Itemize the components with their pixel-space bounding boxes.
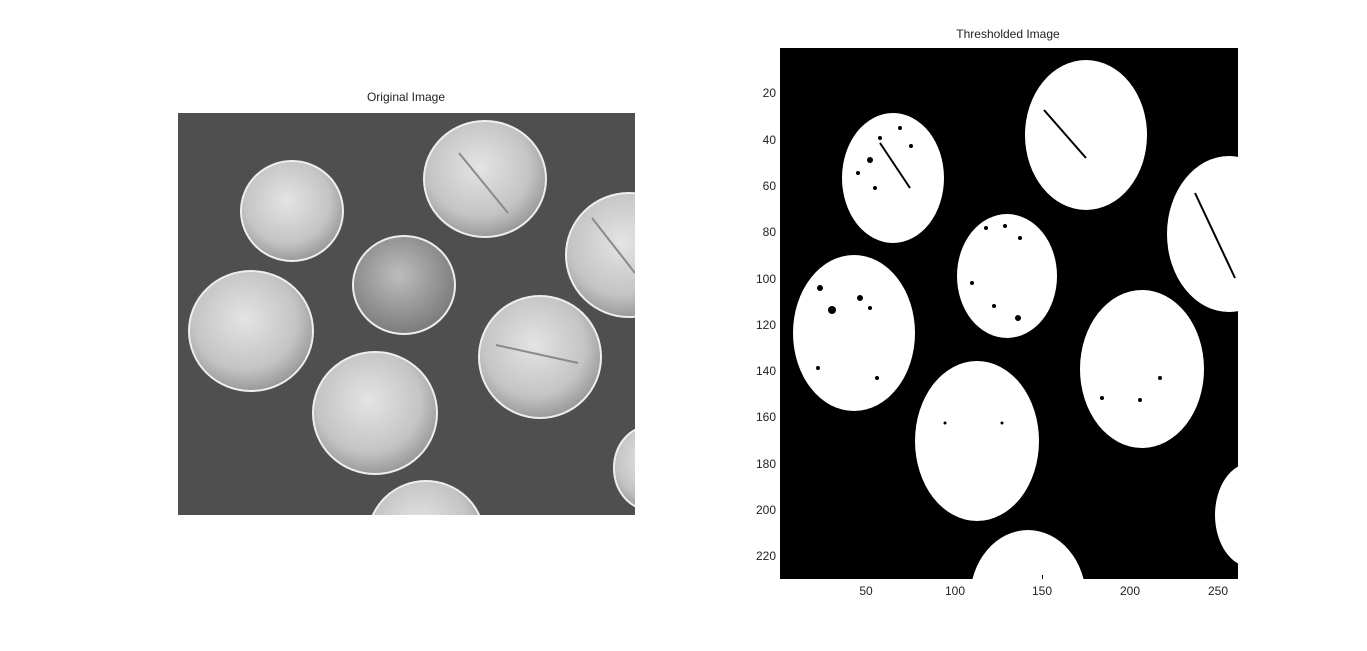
x-tick-label: 250	[1207, 584, 1229, 598]
original-image	[178, 113, 635, 515]
y-tick-mark	[780, 417, 784, 418]
y-tick-mark	[780, 510, 784, 511]
x-tick-mark	[1042, 575, 1043, 579]
x-tick-mark	[1218, 575, 1219, 579]
y-tick-mark	[780, 556, 784, 557]
original-image-title: Original Image	[366, 90, 446, 104]
thresholded-image	[780, 48, 1238, 579]
y-tick-label: 140	[755, 364, 776, 378]
y-tick-mark	[780, 93, 784, 94]
y-tick-label: 100	[755, 272, 776, 286]
y-tick-label: 180	[755, 457, 776, 471]
y-tick-label: 120	[755, 318, 776, 332]
y-tick-mark	[780, 464, 784, 465]
y-tick-label: 80	[762, 225, 776, 239]
x-tick-mark	[1130, 575, 1131, 579]
thresholded-image-title: Thresholded Image	[956, 27, 1060, 41]
y-tick-label: 20	[762, 86, 776, 100]
x-tick-label: 150	[1031, 584, 1053, 598]
y-tick-mark	[780, 279, 784, 280]
y-tick-label: 40	[762, 133, 776, 147]
x-tick-label: 200	[1119, 584, 1141, 598]
x-tick-label: 50	[859, 584, 873, 598]
x-tick-mark	[866, 575, 867, 579]
y-tick-mark	[780, 186, 784, 187]
y-tick-label: 60	[762, 179, 776, 193]
y-tick-label: 220	[755, 549, 776, 563]
x-tick-mark	[955, 575, 956, 579]
y-tick-mark	[780, 140, 784, 141]
y-tick-mark	[780, 232, 784, 233]
x-tick-label: 100	[944, 584, 966, 598]
y-tick-mark	[780, 371, 784, 372]
y-tick-label: 200	[755, 503, 776, 517]
y-tick-label: 160	[755, 410, 776, 424]
y-tick-mark	[780, 325, 784, 326]
